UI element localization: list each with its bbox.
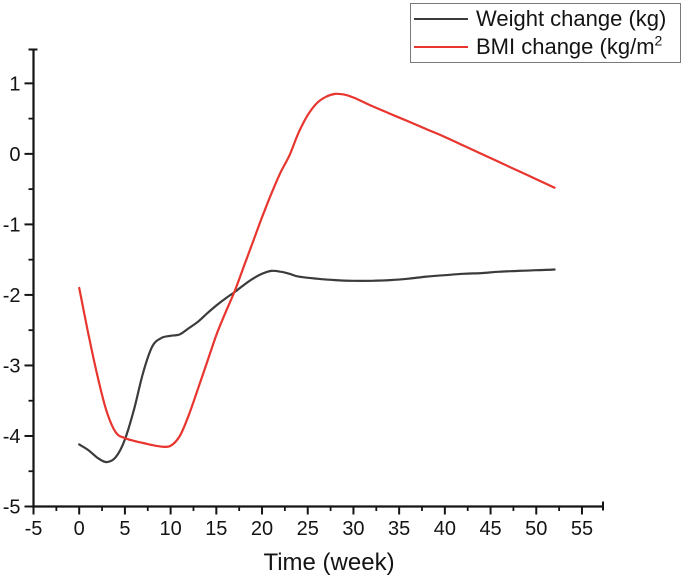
y-tick-label: -4 [3, 426, 21, 448]
x-tick-label: 15 [205, 518, 227, 540]
legend-label-bmi: BMI change (kg/m [476, 34, 655, 60]
bmi-line-swatch-icon [414, 46, 468, 49]
legend-label-bmi-sup: 2 [654, 32, 663, 49]
x-tick-label: 25 [297, 518, 319, 540]
x-tick-label: 45 [479, 518, 501, 540]
x-tick-label: 5 [119, 518, 130, 540]
legend-label-weight: Weight change (kg) [476, 5, 667, 31]
legend-item-weight: Weight change (kg) [411, 5, 680, 33]
weight-line-swatch-icon [414, 17, 468, 20]
series-line-weight-change [78, 268, 556, 464]
x-tick-label: 30 [342, 518, 364, 540]
x-tick-label: 0 [74, 518, 85, 540]
x-tick-label: 10 [159, 518, 181, 540]
legend-item-bmi: BMI change (kg/m2 [411, 33, 680, 61]
x-tick-label: 35 [388, 518, 410, 540]
y-tick-label: 0 [9, 144, 20, 166]
y-tick-label: 1 [9, 73, 20, 95]
series-line-bmi-change [78, 92, 556, 449]
x-tick-label: 20 [251, 518, 273, 540]
legend: Weight change (kg) BMI change (kg/m2 [410, 3, 681, 63]
x-tick-label: 50 [525, 518, 547, 540]
x-tick-label: -5 [25, 518, 43, 540]
x-tick-label: 40 [434, 518, 456, 540]
y-tick-label: -2 [3, 285, 21, 307]
x-axis-title: Time (week) [263, 549, 395, 576]
y-tick-label: -5 [3, 497, 21, 519]
y-tick-label: -1 [3, 214, 21, 236]
x-tick-label: 55 [571, 518, 593, 540]
y-tick-label: -3 [3, 355, 21, 377]
